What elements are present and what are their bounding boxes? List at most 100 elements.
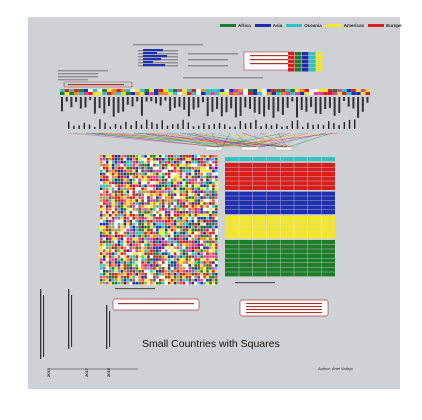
- band-divider: [238, 220, 240, 225]
- mosaic-cell: [147, 222, 150, 226]
- flag-bottom-half: [163, 92, 168, 95]
- band-divider: [307, 272, 308, 277]
- mosaic-cell: [191, 178, 195, 182]
- mosaic-cell: [209, 228, 212, 232]
- mosaic-cell: [182, 169, 186, 173]
- mosaic-cell: [203, 237, 206, 241]
- mosaic-cell: [126, 258, 130, 261]
- mosaic-cell: [194, 225, 197, 229]
- mosaic-cell: [138, 278, 141, 282]
- mosaic-cell: [129, 190, 133, 193]
- mosaic-cell: [188, 273, 192, 276]
- mosaic-cell: [188, 267, 192, 270]
- mosaic-cell: [188, 240, 192, 244]
- mosaic-cell: [150, 178, 153, 182]
- mosaic-cell: [182, 252, 186, 255]
- mosaic-cell: [159, 237, 162, 241]
- top-left-note-line: [68, 84, 124, 86]
- mosaic-cell: [102, 255, 106, 258]
- mosaic-cell: [108, 243, 112, 247]
- mosaic-cell: [161, 246, 165, 250]
- mosaic-cell: [159, 196, 162, 199]
- mosaic-cell: [203, 155, 206, 158]
- mosaic-cell: [105, 225, 109, 229]
- flag-bottom-half: [144, 92, 150, 95]
- mosaic-cell: [153, 155, 156, 158]
- mosaic-cell: [117, 252, 121, 255]
- country-bar: [183, 97, 186, 110]
- mosaic-cell: [182, 202, 186, 205]
- flag-top-half: [323, 89, 328, 92]
- mosaic-cell: [161, 163, 165, 167]
- band-divider: [252, 263, 253, 268]
- mosaic-cell: [123, 175, 127, 179]
- mosaic-cell: [141, 222, 144, 226]
- mosaic-cell: [150, 202, 153, 205]
- mosaic-cell: [194, 193, 197, 196]
- mosaic-cell: [126, 222, 130, 226]
- mosaic-cell: [147, 281, 150, 285]
- mosaic-cell: [215, 231, 218, 235]
- mosaic-cell: [129, 258, 133, 261]
- mosaic-cell: [147, 255, 150, 258]
- legend-swatch-oceania: [286, 24, 303, 27]
- mosaic-cell: [141, 163, 144, 167]
- year-label-2015: 2015: [46, 367, 51, 377]
- lower-tick-bar: [120, 125, 122, 129]
- mosaic-cell: [111, 193, 115, 196]
- mosaic-cell: [170, 219, 174, 223]
- mosaic-cell: [176, 178, 180, 182]
- mosaic-cell: [164, 205, 168, 208]
- band-divider: [321, 244, 322, 249]
- mosaic-cell: [197, 193, 200, 196]
- mosaic-cell: [147, 166, 150, 170]
- mosaic-cell: [179, 193, 183, 196]
- mosaic-cell: [117, 216, 121, 220]
- mosaic-cell: [114, 216, 118, 220]
- mosaic-cell: [215, 252, 218, 255]
- mosaic-cell: [114, 261, 118, 264]
- mosaic-cell: [141, 187, 144, 191]
- mosaic-cell: [150, 255, 153, 258]
- mosaic-cell: [144, 261, 147, 264]
- country-bar: [122, 97, 125, 112]
- mosaic-cell: [132, 175, 136, 179]
- band-divider: [307, 191, 308, 196]
- mosaic-cell: [108, 278, 112, 282]
- mosaic-cell: [156, 166, 159, 170]
- mosaic-cell: [123, 214, 127, 217]
- mosaic-cell: [150, 231, 153, 235]
- mosaic-cell: [197, 222, 200, 226]
- mosaic-cell: [200, 196, 203, 199]
- mosaic-cell: [191, 258, 195, 261]
- mosaic-cell: [182, 228, 186, 232]
- mosaic-cell: [141, 243, 144, 247]
- mosaic-cell: [135, 240, 138, 244]
- flag-bottom-half: [365, 92, 370, 95]
- mosaic-cell: [117, 231, 121, 235]
- mosaic-cell: [170, 216, 174, 220]
- mosaic-cell: [150, 169, 153, 173]
- mosaic-cell: [156, 267, 159, 270]
- lower-tick-bar: [312, 124, 314, 129]
- country-bar: [300, 97, 303, 110]
- mosaic-cell: [215, 222, 218, 226]
- mosaic-cell: [132, 267, 136, 270]
- mosaic-cell: [176, 237, 180, 241]
- band-divider: [280, 167, 281, 172]
- mosaic-cell: [161, 278, 165, 282]
- band-divider: [266, 210, 267, 215]
- mosaic-cell: [144, 234, 147, 238]
- mosaic-cell: [102, 205, 106, 208]
- mosaic-cell: [141, 202, 144, 205]
- mosaic-cell: [108, 275, 112, 279]
- mosaic-cell: [182, 214, 186, 217]
- mosaic-cell: [153, 225, 156, 229]
- mosaic-cell: [147, 243, 150, 247]
- mosaic-cell: [126, 205, 130, 208]
- band-divider: [238, 263, 240, 268]
- mosaic-cell: [206, 261, 209, 264]
- mosaic-cell: [167, 211, 171, 214]
- band-divider: [238, 210, 240, 215]
- flag-top-half: [351, 89, 356, 92]
